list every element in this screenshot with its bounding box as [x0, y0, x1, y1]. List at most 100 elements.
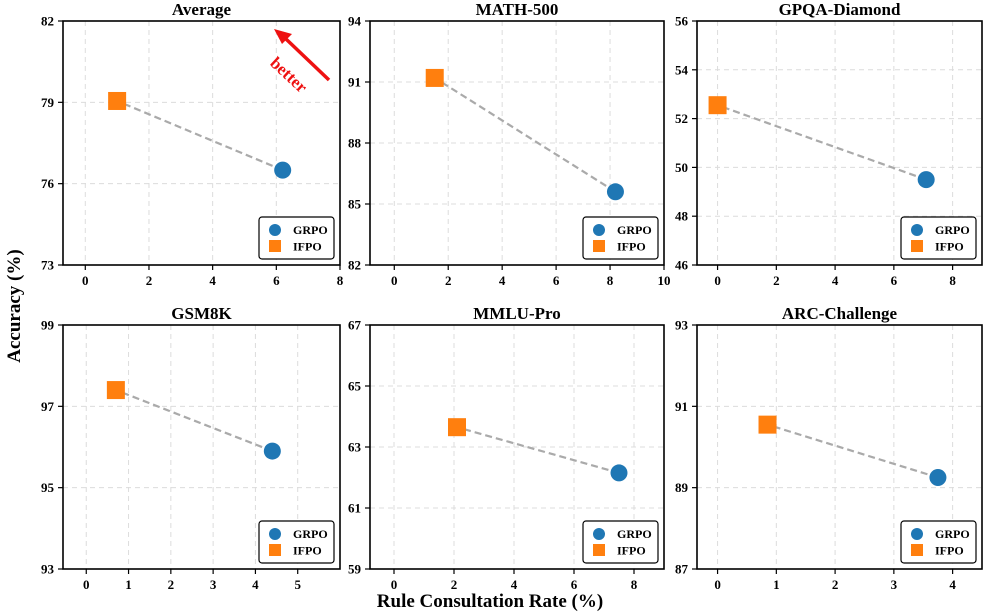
y-tick-label: 73 [41, 258, 55, 273]
legend-ifpo-marker [911, 544, 923, 556]
connector-line [116, 99, 284, 172]
connector-line [456, 426, 620, 474]
ifpo-point [448, 418, 466, 437]
ifpo-point [106, 381, 125, 400]
y-tick-label: 50 [675, 160, 688, 175]
subplot-5: 0 2 4 6 8 59 61 63 65 67 MMLU-Pro GRPO IFPO [348, 304, 665, 592]
legend-grpo-marker [269, 528, 281, 540]
plot-frame [369, 324, 665, 570]
y-tick-label: 82 [41, 14, 54, 29]
legend-grpo-marker [593, 224, 605, 236]
legend-ifpo-label: IFPO [617, 240, 646, 254]
y-tick-label: 48 [675, 209, 689, 224]
legend-ifpo-marker [269, 544, 281, 556]
subplot-title: ARC-Challenge [782, 304, 898, 323]
legend-grpo-label: GRPO [617, 527, 652, 541]
y-tick-label: 59 [348, 562, 362, 577]
y-tick-label: 63 [348, 440, 362, 455]
ifpo-point [758, 415, 777, 434]
x-tick-label: 2 [445, 273, 452, 288]
x-tick-label: 2 [168, 577, 175, 592]
x-axis-label: Rule Consultation Rate (%) [377, 591, 603, 612]
connector-line [115, 389, 273, 453]
ifpo-point [425, 68, 444, 87]
x-tick-label: 2 [451, 577, 458, 592]
legend: GRPO IFPO [900, 216, 977, 260]
x-tick-label: 2 [773, 273, 780, 288]
legend-ifpo-label: IFPO [293, 544, 322, 558]
x-tick-label: 6 [891, 273, 898, 288]
x-tick-label: 8 [949, 273, 956, 288]
y-tick-label: 89 [675, 480, 689, 495]
subplot-2: 0 2 4 6 8 10 82 85 88 91 94 MATH-500 GRPO IFPO [348, 0, 671, 288]
plot-frame [696, 20, 983, 266]
y-tick-label: 91 [675, 399, 688, 414]
y-tick-label: 82 [348, 258, 361, 273]
x-tick-label: 4 [252, 577, 259, 592]
legend-ifpo-marker [911, 240, 923, 252]
x-tick-label: 4 [832, 273, 839, 288]
connector-line [767, 423, 939, 479]
grpo-point [606, 183, 624, 201]
x-tick-label: 5 [294, 577, 301, 592]
y-tick-label: 87 [675, 562, 689, 577]
x-tick-label: 0 [83, 577, 90, 592]
ifpo-point [708, 96, 727, 115]
connector-line [717, 104, 927, 181]
plot-frame [62, 324, 341, 570]
y-tick-label: 91 [348, 75, 361, 90]
subplot-title: MATH-500 [476, 0, 559, 19]
x-tick-label: 4 [209, 273, 216, 288]
grpo-point [929, 469, 947, 486]
legend-ifpo-marker [269, 240, 281, 252]
legend-grpo-marker [593, 528, 605, 540]
legend-ifpo-label: IFPO [935, 240, 964, 254]
ifpo-point [108, 91, 127, 110]
x-tick-label: 1 [125, 577, 132, 592]
x-tick-label: 6 [553, 273, 560, 288]
y-tick-label: 46 [675, 258, 689, 273]
connector-line [434, 77, 617, 193]
x-tick-label: 4 [499, 273, 506, 288]
legend-grpo-label: GRPO [935, 527, 970, 541]
y-tick-label: 56 [675, 14, 689, 29]
y-tick-label: 93 [41, 562, 55, 577]
legend-grpo-marker [911, 528, 923, 540]
y-tick-label: 79 [41, 95, 55, 110]
legend-ifpo-label: IFPO [293, 240, 322, 254]
plot-frame [369, 20, 665, 266]
x-tick-label: 10 [658, 273, 671, 288]
plot-frame [696, 324, 983, 570]
legend-ifpo-marker [593, 544, 605, 556]
x-tick-label: 8 [607, 273, 614, 288]
x-tick-label: 8 [337, 273, 344, 288]
y-tick-label: 67 [348, 318, 362, 333]
x-tick-label: 0 [82, 273, 89, 288]
y-tick-label: 99 [41, 318, 55, 333]
legend-grpo-marker [911, 224, 923, 236]
y-tick-label: 93 [675, 318, 689, 333]
plot-frame [62, 20, 341, 266]
x-tick-label: 8 [631, 577, 638, 592]
grpo-point [263, 442, 281, 460]
x-tick-label: 4 [511, 577, 518, 592]
x-tick-label: 0 [714, 273, 721, 288]
grpo-point [917, 171, 935, 189]
legend: GRPO IFPO [582, 216, 659, 260]
x-tick-label: 0 [714, 577, 721, 592]
subplot-1: 0 2 4 6 8 73 76 79 82 Average GRPO IFPO better [41, 0, 344, 288]
legend-ifpo-label: IFPO [935, 544, 964, 558]
legend-ifpo-label: IFPO [617, 544, 646, 558]
y-tick-label: 95 [41, 480, 55, 495]
x-tick-label: 2 [146, 273, 153, 288]
x-tick-label: 2 [832, 577, 839, 592]
legend: GRPO IFPO [900, 520, 977, 564]
better-arrowhead [274, 29, 292, 44]
y-tick-label: 65 [348, 379, 362, 394]
x-tick-label: 0 [391, 577, 398, 592]
legend-grpo-label: GRPO [293, 527, 328, 541]
x-tick-label: 6 [571, 577, 578, 592]
